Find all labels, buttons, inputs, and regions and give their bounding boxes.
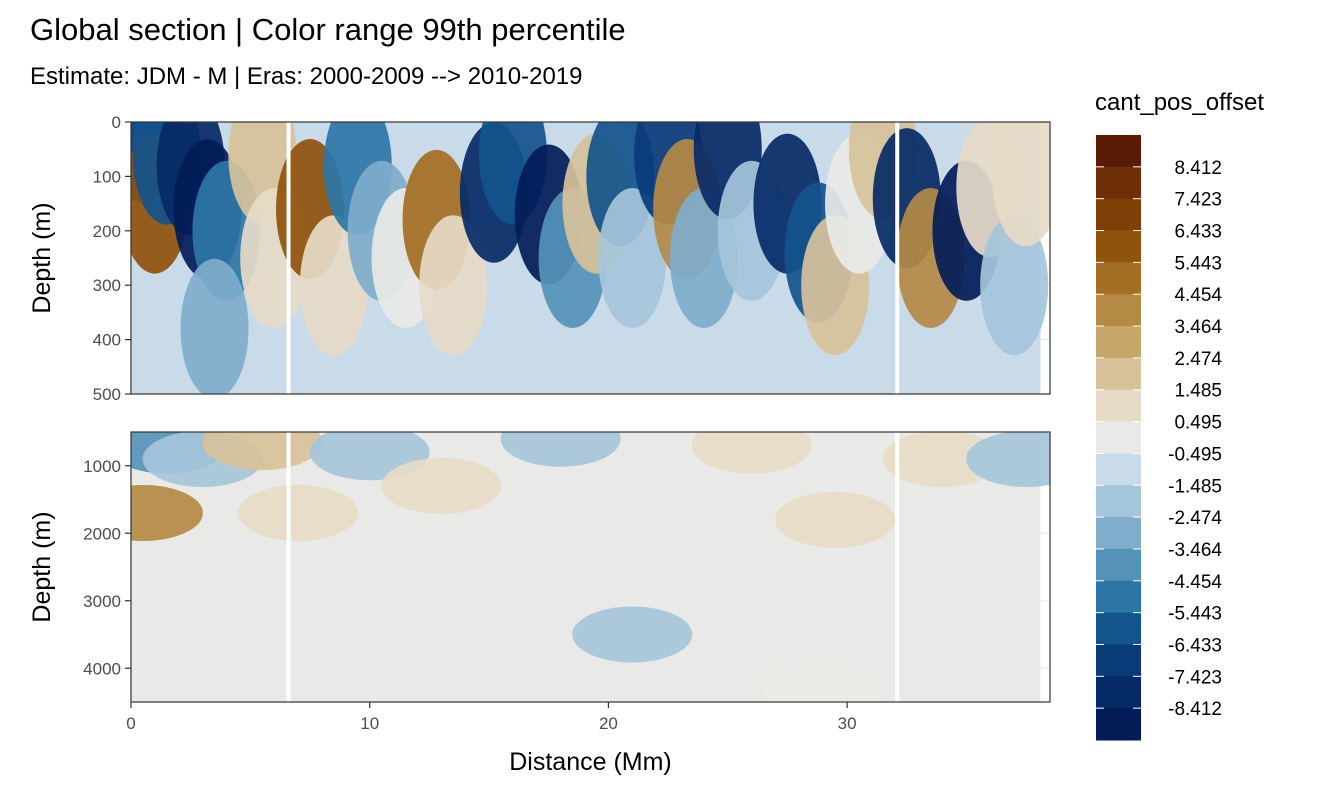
legend-label: -5.443	[1168, 604, 1222, 625]
legend-swatch	[1096, 708, 1141, 741]
section-cell	[775, 491, 896, 548]
x-axis-title: Distance (Mm)	[509, 748, 672, 776]
section-cell	[419, 215, 488, 356]
chart-title: Global section | Color range 99th percen…	[30, 12, 626, 47]
legend-swatch	[1096, 294, 1141, 327]
y-tick-label: 500	[93, 385, 121, 404]
legend-swatch	[1096, 644, 1141, 677]
field-upper	[131, 122, 1050, 394]
section-cell	[763, 660, 884, 702]
legend-swatch	[1096, 389, 1141, 423]
legend-swatch	[1096, 421, 1141, 454]
y-tick-label: 3000	[83, 592, 121, 611]
field-base	[131, 432, 1041, 702]
section-cell	[882, 432, 1003, 487]
legend-swatch	[1096, 326, 1141, 359]
legend-swatch	[1096, 485, 1141, 518]
section-cell	[598, 188, 667, 328]
x-tick-label: 20	[599, 714, 618, 733]
x-tick-label: 10	[360, 714, 379, 733]
panel-border	[130, 121, 1051, 395]
legend-label: 0.495	[1174, 413, 1222, 434]
legend-swatch	[1096, 198, 1141, 232]
legend-label: 1.485	[1174, 381, 1222, 402]
section-cell	[381, 458, 502, 514]
legend-label: -0.495	[1168, 444, 1222, 465]
panel-border	[130, 431, 1051, 703]
legend-label: -2.474	[1168, 508, 1222, 529]
section-cell	[238, 485, 359, 541]
section-cell	[572, 606, 693, 663]
legend-title: cant_pos_offset	[1095, 89, 1264, 116]
legend-swatch	[1096, 548, 1141, 582]
y-tick-label: 1000	[83, 457, 121, 476]
legend-label: -8.412	[1168, 699, 1222, 720]
legend-swatch	[1096, 262, 1141, 295]
legend-swatch	[1096, 612, 1141, 645]
legend: cant_pos_offset 8.412 7.423 6.433 5.443 4.454…	[1095, 89, 1264, 741]
section-cell	[500, 432, 621, 467]
legend-label: -1.485	[1168, 476, 1222, 497]
legend-label: 7.423	[1174, 190, 1222, 211]
legend-label: -4.454	[1168, 572, 1222, 593]
legend-swatch	[1096, 230, 1141, 263]
section-cell	[131, 485, 203, 541]
y-tick-label: 400	[93, 331, 121, 350]
y-axis-title: Depth (m)	[28, 511, 56, 622]
legend-swatch	[1096, 357, 1141, 391]
legend-swatch	[1096, 135, 1141, 168]
legend-label: -3.464	[1168, 540, 1222, 561]
legend-swatch	[1096, 166, 1141, 200]
y-tick-label: 200	[93, 222, 121, 241]
y-tick-label: 0	[112, 113, 121, 132]
legend-label: -7.423	[1168, 667, 1222, 688]
legend-swatch	[1096, 580, 1141, 614]
x-tick-label: 30	[838, 714, 857, 733]
y-tick-label: 4000	[83, 659, 121, 678]
section-cell	[691, 432, 812, 474]
y-axis-title: Depth (m)	[28, 202, 56, 313]
field-lower	[131, 432, 1050, 702]
legend-label: 3.464	[1174, 317, 1222, 338]
legend-label: 4.454	[1174, 285, 1222, 306]
x-tick-label: 0	[126, 714, 135, 733]
section-cell	[980, 215, 1049, 356]
legend-swatch	[1096, 517, 1141, 550]
y-tick-label: 100	[93, 167, 121, 186]
legend-swatch	[1096, 453, 1141, 486]
y-tick-label: 2000	[83, 524, 121, 543]
legend-label: -6.433	[1168, 635, 1222, 656]
legend-label: 8.412	[1174, 158, 1222, 179]
section-cell	[966, 432, 1050, 487]
y-tick-label: 300	[93, 276, 121, 295]
legend-label: 2.474	[1174, 349, 1222, 370]
panel-lower: 1000 2000 3000 4000 Depth (m)	[28, 431, 1051, 703]
panel-upper: 0 100 200 300 400 500 Depth (m)	[28, 113, 1051, 404]
section-cell	[180, 258, 249, 394]
section-cell	[202, 432, 323, 471]
legend-label: 5.443	[1174, 253, 1222, 274]
legend-label: 6.433	[1174, 222, 1222, 243]
legend-swatch	[1096, 676, 1141, 709]
chart-subtitle: Estimate: JDM - M | Eras: 2000-2009 --> …	[30, 63, 582, 90]
section-cell	[992, 122, 1050, 247]
